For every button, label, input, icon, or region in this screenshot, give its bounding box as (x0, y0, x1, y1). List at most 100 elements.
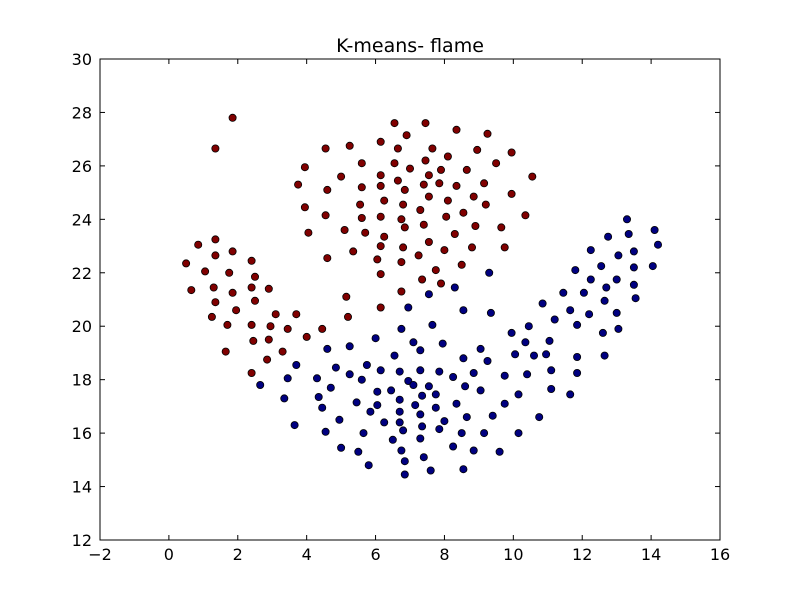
y-tick-label: 18 (72, 371, 92, 390)
scatter-point-cluster-2 (614, 251, 623, 260)
scatter-point-cluster-1 (187, 286, 196, 295)
scatter-point-cluster-1 (452, 125, 461, 134)
scatter-point-cluster-1 (294, 180, 303, 189)
scatter-point-cluster-2 (457, 429, 466, 438)
scatter-point-cluster-1 (483, 129, 492, 138)
scatter-point-cluster-2 (352, 398, 361, 407)
scatter-point-cluster-1 (424, 192, 433, 201)
scatter-point-cluster-1 (528, 172, 537, 181)
scatter-point-cluster-2 (629, 247, 638, 256)
scatter-point-cluster-2 (416, 410, 425, 419)
points-layer (182, 113, 663, 479)
scatter-point-cluster-2 (326, 383, 335, 392)
x-tick-label: 4 (302, 545, 312, 564)
scatter-point-cluster-2 (418, 391, 427, 400)
x-tick-label: −2 (88, 545, 112, 564)
scatter-point-cluster-1 (271, 310, 280, 319)
scatter-point-cluster-1 (414, 251, 423, 260)
scatter-point-cluster-1 (481, 200, 490, 209)
scatter-point-cluster-2 (418, 422, 427, 431)
scatter-point-cluster-2 (476, 386, 485, 395)
scatter-point-cluster-2 (345, 342, 354, 351)
scatter-point-cluster-2 (280, 394, 289, 403)
scatter-point-cluster-1 (521, 211, 530, 220)
scatter-point-cluster-1 (249, 336, 258, 345)
scatter-point-cluster-2 (514, 429, 523, 438)
scatter-point-cluster-1 (397, 215, 406, 224)
scatter-point-cluster-2 (566, 390, 575, 399)
scatter-point-cluster-1 (211, 235, 220, 244)
scatter-point-cluster-2 (331, 363, 340, 372)
scatter-point-cluster-1 (228, 113, 237, 122)
scatter-point-cluster-2 (400, 457, 409, 466)
scatter-point-cluster-2 (598, 328, 607, 337)
scatter-point-cluster-2 (542, 350, 551, 359)
scatter-point-cluster-2 (586, 246, 595, 255)
scatter-point-cluster-2 (604, 232, 613, 241)
scatter-point-cluster-2 (431, 390, 440, 399)
scatter-point-cluster-2 (495, 447, 504, 456)
scatter-point-cluster-1 (349, 247, 358, 256)
scatter-point-cluster-2 (511, 350, 520, 359)
x-tick-label: 12 (572, 545, 592, 564)
scatter-point-cluster-1 (337, 172, 346, 181)
scatter-point-cluster-2 (435, 425, 444, 434)
scatter-point-cluster-1 (247, 256, 256, 265)
y-tick-label: 26 (72, 157, 92, 176)
scatter-point-cluster-1 (247, 368, 256, 377)
scatter-point-cluster-2 (312, 374, 321, 383)
scatter-point-cluster-2 (623, 215, 632, 224)
scatter-point-cluster-2 (573, 368, 582, 377)
scatter-point-cluster-2 (424, 382, 433, 391)
scatter-point-cluster-1 (323, 254, 332, 263)
scatter-point-cluster-2 (535, 413, 544, 422)
scatter-point-cluster-1 (250, 296, 259, 305)
scatter-point-cluster-2 (597, 262, 606, 271)
scatter-point-cluster-1 (182, 259, 191, 268)
scatter-point-cluster-1 (264, 284, 273, 293)
scatter-point-cluster-1 (318, 324, 327, 333)
scatter-point-cluster-2 (573, 320, 582, 329)
scatter-point-cluster-2 (321, 427, 330, 436)
scatter-point-cluster-2 (538, 299, 547, 308)
scatter-point-cluster-2 (485, 268, 494, 277)
scatter-point-cluster-1 (462, 165, 471, 174)
scatter-point-cluster-2 (514, 390, 523, 399)
scatter-point-cluster-1 (399, 243, 408, 252)
scatter-point-cluster-2 (390, 351, 399, 360)
scatter-point-cluster-2 (376, 366, 385, 375)
scatter-point-cluster-2 (486, 308, 495, 317)
scatter-point-cluster-1 (436, 279, 445, 288)
scatter-point-cluster-2 (292, 360, 301, 369)
scatter-point-cluster-1 (250, 272, 259, 281)
scatter-point-cluster-1 (228, 247, 237, 256)
scatter-point-cluster-2 (314, 392, 323, 401)
scatter-point-cluster-2 (462, 413, 471, 422)
scatter-point-cluster-2 (364, 461, 373, 470)
scatter-point-cluster-1 (357, 213, 366, 222)
scatter-point-cluster-2 (397, 446, 406, 455)
scatter-point-cluster-2 (631, 294, 640, 303)
scatter-point-cluster-2 (397, 324, 406, 333)
scatter-point-cluster-2 (371, 334, 380, 343)
scatter-point-cluster-2 (395, 367, 404, 376)
scatter-point-cluster-1 (397, 258, 406, 267)
scatter-point-cluster-2 (449, 372, 458, 381)
scatter-point-cluster-2 (438, 339, 447, 348)
scatter-point-cluster-1 (373, 255, 382, 264)
scatter-point-cluster-1 (356, 200, 365, 209)
scatter-point-cluster-2 (650, 225, 659, 234)
scatter-point-cluster-1 (292, 310, 301, 319)
scatter-point-cluster-2 (586, 275, 595, 284)
x-tick-label: 0 (164, 545, 174, 564)
scatter-point-cluster-2 (357, 375, 366, 384)
scatter-point-cluster-2 (337, 443, 346, 452)
scatter-point-cluster-1 (232, 306, 241, 315)
scatter-point-cluster-1 (435, 179, 444, 188)
scatter-point-cluster-1 (443, 152, 452, 161)
scatter-point-cluster-2 (469, 446, 478, 455)
scatter-point-cluster-2 (373, 401, 382, 410)
scatter-point-cluster-2 (547, 384, 556, 393)
scatter-point-cluster-1 (225, 268, 234, 277)
